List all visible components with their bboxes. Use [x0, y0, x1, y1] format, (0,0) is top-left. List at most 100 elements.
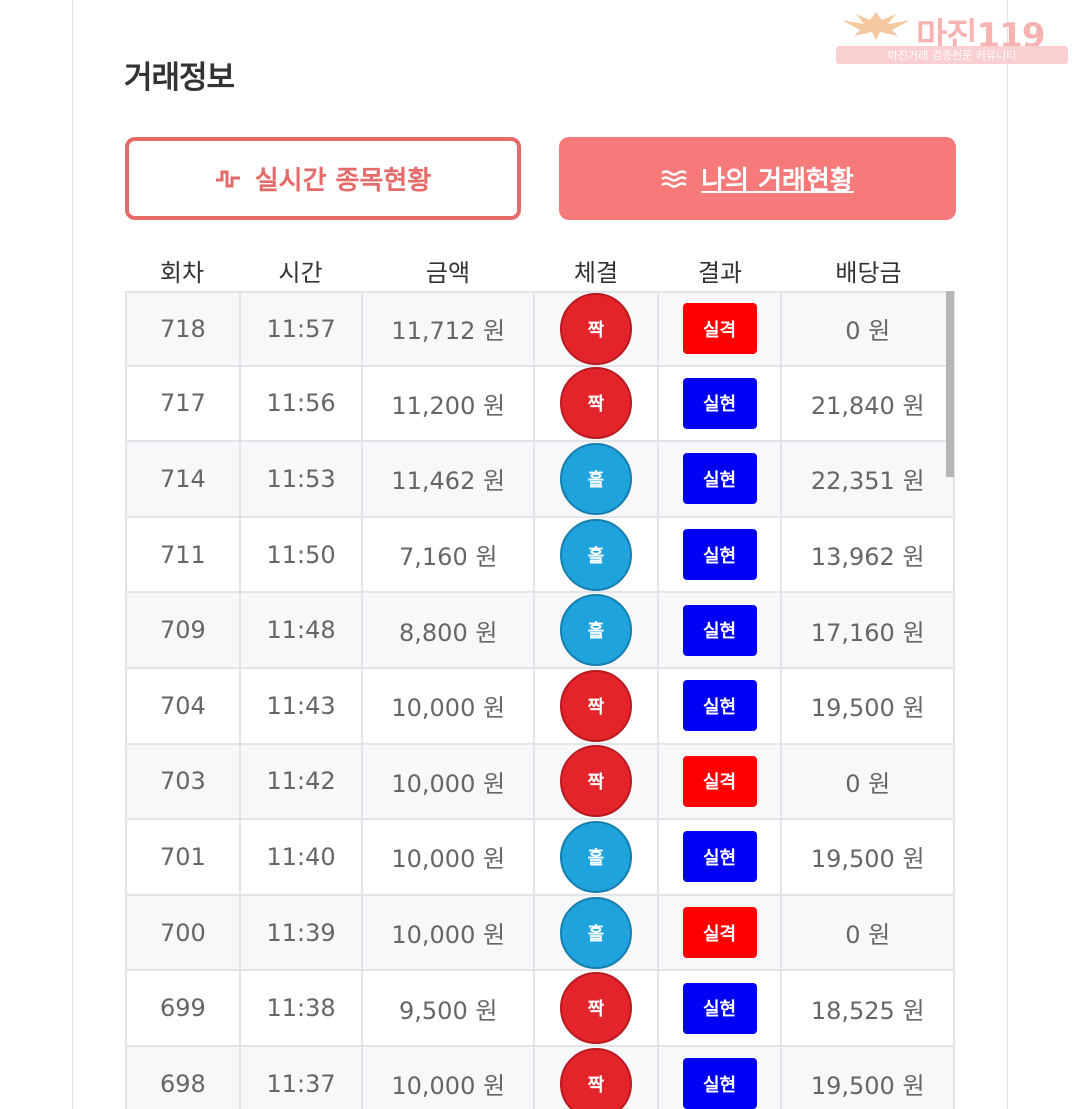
amount-value: 8,800 원: [399, 618, 498, 647]
round-value: 718: [159, 314, 206, 343]
table-row: 709 11:48 8,800 원 홀 실현 17,160 원: [127, 593, 955, 669]
round-value: 714: [159, 464, 206, 493]
table-header: 회차 시간 금액 체결 결과 배당금: [125, 250, 955, 290]
tab-live-status-label: 실시간 종목현황: [254, 166, 432, 196]
tab-live-status[interactable]: 실시간 종목현황: [125, 137, 521, 220]
cell-payout: 19,500 원: [782, 820, 955, 894]
table-row: 718 11:57 11,712 원 짝 실격 0 원: [127, 291, 955, 367]
result-badge: 실현: [682, 1058, 757, 1109]
col-header-pick: 체결: [573, 258, 619, 287]
cell-pick: 홀: [535, 517, 659, 592]
cell-result: 실격: [659, 895, 783, 970]
amount-value: 9,500 원: [399, 996, 498, 1025]
pick-ball: 홀: [559, 594, 632, 667]
watermark-logo: 마진119 마진거래 검증전문 커뮤니티: [836, 6, 1068, 64]
pick-ball: 짝: [559, 972, 632, 1045]
time-value: 11:38: [266, 994, 336, 1023]
time-value: 11:37: [266, 1069, 336, 1098]
waves-icon: [661, 169, 687, 189]
table-row: 711 11:50 7,160 원 홀 실현 13,962 원: [127, 517, 955, 594]
cell-pick: 짝: [535, 971, 659, 1045]
result-badge: 실현: [682, 831, 757, 883]
payout-value: 17,160 원: [810, 618, 925, 647]
result-badge: 실격: [682, 907, 757, 959]
cell-payout: 21,840 원: [782, 366, 955, 441]
cell-time: 11:38: [241, 971, 364, 1045]
table-row: 703 11:42 10,000 원 짝 실격 0 원: [127, 744, 955, 821]
result-badge: 실현: [682, 377, 757, 429]
table-scrollbar[interactable]: [946, 291, 954, 477]
result-badge: 실현: [682, 604, 757, 656]
payout-value: 0 원: [845, 317, 891, 346]
time-value: 11:40: [266, 842, 336, 871]
amount-value: 11,712 원: [391, 317, 506, 346]
cell-pick: 홀: [535, 442, 659, 516]
result-badge: 실현: [682, 453, 757, 505]
cell-result: 실격: [659, 293, 783, 365]
cell-time: 11:39: [241, 895, 364, 970]
col-header-round: 회차: [159, 258, 205, 287]
col-header-amount: 금액: [425, 258, 471, 287]
cell-amount: 10,000 원: [363, 895, 535, 970]
cell-result: 실격: [659, 744, 783, 819]
time-value: 11:53: [266, 464, 336, 493]
time-value: 11:39: [266, 918, 336, 947]
result-badge: 실격: [682, 755, 757, 807]
round-value: 703: [159, 767, 206, 796]
round-value: 701: [159, 842, 206, 871]
amount-value: 11,462 원: [391, 467, 506, 496]
cell-pick: 짝: [535, 366, 659, 441]
pick-ball: 홀: [559, 442, 632, 515]
cell-amount: 10,000 원: [363, 1046, 535, 1109]
table-row: 699 11:38 9,500 원 짝 실현 18,525 원: [127, 971, 955, 1047]
round-value: 704: [159, 691, 206, 720]
pick-ball: 홀: [559, 896, 632, 969]
pick-ball: 홀: [559, 820, 632, 893]
cell-time: 11:56: [241, 366, 364, 441]
cell-round: 714: [127, 442, 241, 516]
pick-ball: 홀: [559, 518, 632, 591]
cell-time: 11:48: [241, 593, 364, 667]
cell-result: 실현: [659, 593, 783, 667]
amount-value: 10,000 원: [391, 921, 506, 950]
pulse-wave-icon: [215, 168, 241, 190]
payout-value: 21,840 원: [810, 391, 925, 420]
cell-round: 718: [127, 293, 241, 365]
round-value: 717: [159, 389, 206, 418]
cell-payout: 22,351 원: [782, 442, 955, 516]
cell-round: 717: [127, 366, 241, 441]
cell-amount: 11,200 원: [363, 366, 535, 441]
time-value: 11:50: [266, 540, 336, 569]
payout-value: 13,962 원: [810, 543, 925, 572]
pick-ball: 짝: [559, 292, 632, 365]
payout-value: 19,500 원: [810, 1072, 925, 1101]
cell-payout: 0 원: [782, 744, 955, 819]
cell-result: 실현: [659, 366, 783, 441]
time-value: 11:43: [266, 691, 336, 720]
cell-payout: 0 원: [782, 895, 955, 970]
cell-result: 실현: [659, 1046, 783, 1109]
cell-pick: 홀: [535, 820, 659, 894]
cell-pick: 짝: [535, 1046, 659, 1109]
cell-round: 703: [127, 744, 241, 819]
cell-time: 11:42: [241, 744, 364, 819]
cell-round: 704: [127, 668, 241, 743]
amount-value: 7,160 원: [399, 543, 498, 572]
tab-my-trades[interactable]: 나의 거래현황: [559, 137, 956, 220]
pick-ball: 짝: [559, 1047, 632, 1109]
result-badge: 실현: [682, 680, 757, 732]
cell-amount: 11,712 원: [363, 293, 535, 365]
time-value: 11:48: [266, 616, 336, 645]
time-value: 11:57: [266, 314, 336, 343]
cell-round: 699: [127, 971, 241, 1045]
time-value: 11:56: [266, 389, 336, 418]
cell-payout: 13,962 원: [782, 517, 955, 592]
table-row: 704 11:43 10,000 원 짝 실현 19,500 원: [127, 668, 955, 745]
cell-round: 711: [127, 517, 241, 592]
eagle-emblem-icon: [842, 12, 910, 40]
round-value: 698: [159, 1069, 206, 1098]
cell-pick: 홀: [535, 593, 659, 667]
payout-value: 0 원: [845, 769, 891, 798]
payout-value: 19,500 원: [810, 694, 925, 723]
